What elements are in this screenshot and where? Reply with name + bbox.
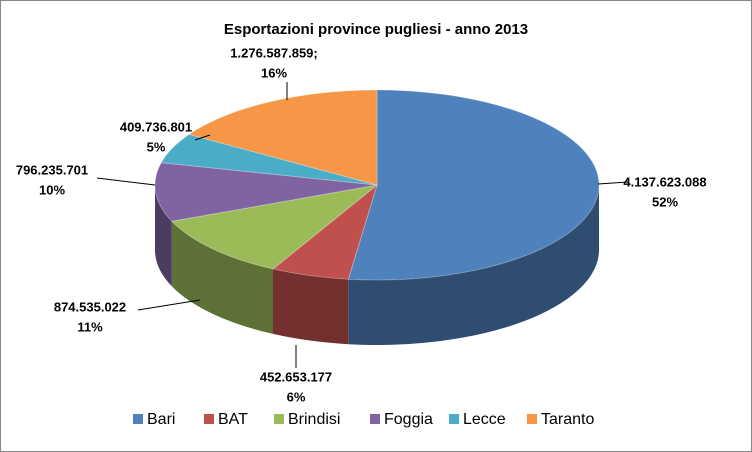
leader-line [194, 134, 211, 141]
percent-label: 16% [261, 65, 287, 80]
legend-swatch [133, 414, 143, 424]
slice [154, 162, 378, 222]
leader-line [597, 181, 629, 185]
data-label: 874.535.022 [54, 299, 126, 314]
slice [170, 184, 378, 270]
leader-line [137, 299, 201, 311]
percent-label: 5% [147, 139, 166, 154]
legend-label: Lecce [463, 411, 506, 428]
data-label: 1.276.587.859; [230, 45, 317, 60]
slice-side [273, 268, 349, 345]
slice [271, 183, 378, 280]
data-label: 796.235.701 [16, 162, 88, 177]
percent-label: 10% [39, 182, 65, 197]
legend-label: Taranto [541, 411, 594, 428]
legend-swatch [204, 414, 214, 424]
slice-side [348, 185, 599, 345]
data-label: 409.736.801 [120, 119, 192, 134]
chart-title: Esportazioni province pugliesi - anno 20… [224, 21, 528, 38]
legend-swatch [274, 414, 284, 424]
slice [160, 133, 378, 186]
percent-label: 6% [287, 389, 306, 404]
legend-swatch [370, 414, 380, 424]
slice [187, 89, 378, 186]
legend-label: Bari [147, 411, 175, 428]
leader-line [96, 177, 156, 186]
percent-label: 11% [77, 319, 103, 334]
legend-swatch [449, 414, 459, 424]
legend-swatch [527, 414, 537, 424]
slice-side [155, 185, 172, 287]
data-label: 452.653.177 [260, 369, 332, 384]
data-label: 4.137.623.088 [623, 174, 706, 189]
legend-label: BAT [218, 411, 248, 428]
slice-side [171, 221, 274, 334]
percent-label: 52% [652, 194, 678, 209]
slice [347, 89, 600, 281]
legend-label: Foggia [384, 411, 433, 428]
legend-label: Brindisi [288, 411, 340, 428]
